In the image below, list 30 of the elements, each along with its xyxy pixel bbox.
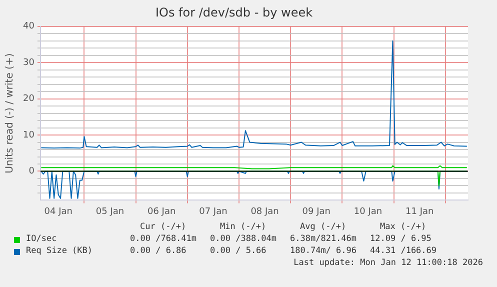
x-tick-label: 11 Jan bbox=[406, 206, 434, 217]
text: Max (-/+) bbox=[380, 222, 426, 232]
y-axis-title: Units read (-) / write (+) bbox=[4, 53, 16, 174]
y-tick-label: 0 bbox=[28, 166, 35, 177]
y-tick-label: 10 bbox=[23, 130, 35, 140]
text: 180.74m/ 6.96 bbox=[290, 246, 357, 256]
x-tick-label: 07 Jan bbox=[199, 206, 228, 217]
text: 0.00 /388.04m bbox=[210, 234, 277, 244]
x-tick-label: 04 Jan bbox=[44, 206, 72, 217]
text: 0.00 / 6.86 bbox=[130, 246, 186, 256]
text: 12.09 / 6.95 bbox=[370, 234, 432, 244]
text: 0.00 / 5.66 bbox=[210, 246, 266, 256]
legend-label: IO/sec bbox=[26, 234, 57, 244]
x-tick-label: 09 Jan bbox=[302, 206, 330, 217]
text: Last update: Mon Jan 12 11:00:18 2026 bbox=[294, 258, 483, 268]
text: Avg (-/+) bbox=[300, 222, 346, 232]
x-tick-label: 06 Jan bbox=[147, 206, 176, 217]
y-tick-label: 40 bbox=[23, 22, 35, 32]
legend-label: Req Size (KB) bbox=[26, 246, 93, 256]
text: 44.31 /166.69 bbox=[370, 246, 437, 256]
text: 0.00 /768.41m bbox=[130, 234, 197, 244]
text: 6.38m/821.46m bbox=[290, 234, 357, 244]
y-tick-label: 30 bbox=[23, 58, 35, 68]
chart-title: IOs for /dev/sdb - by week bbox=[155, 5, 313, 20]
text: Min (-/+) bbox=[220, 222, 266, 232]
text: Cur (-/+) bbox=[140, 222, 186, 232]
x-tick-label: 10 Jan bbox=[354, 206, 382, 217]
y-tick-label: 20 bbox=[23, 94, 35, 104]
x-tick-label: 08 Jan bbox=[250, 206, 279, 217]
x-tick-label: 05 Jan bbox=[96, 206, 124, 217]
